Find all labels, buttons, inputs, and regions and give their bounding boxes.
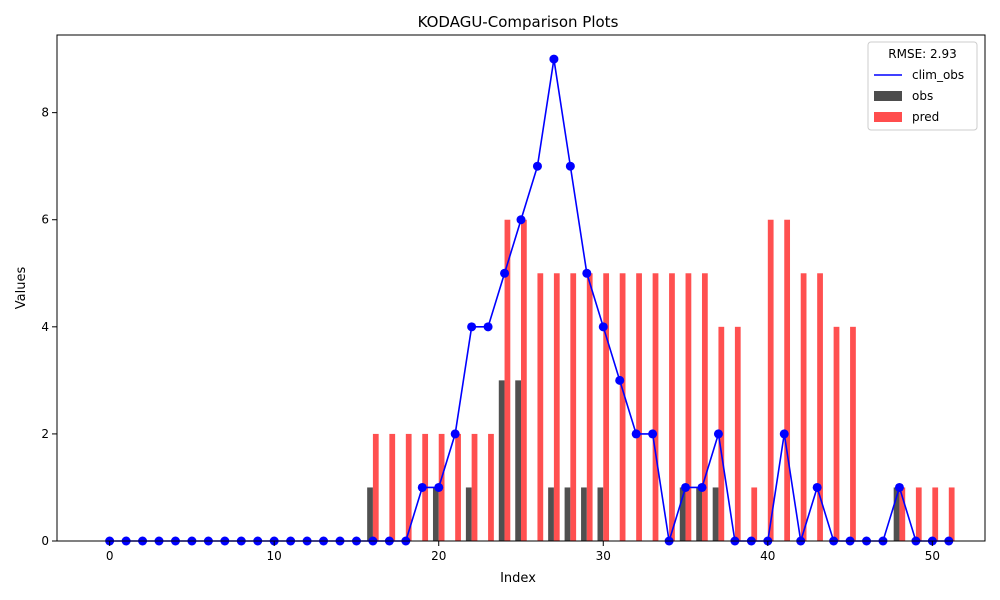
pred-bar (471, 433, 478, 541)
pred-bar (899, 487, 906, 541)
pred-bar (488, 433, 494, 541)
obs-bar (498, 380, 505, 541)
clim_obs-point (648, 429, 658, 439)
legend-swatch-pred (874, 112, 902, 122)
pred-bar (504, 219, 511, 542)
clim_obs-point (681, 482, 691, 492)
obs-bar (367, 487, 373, 541)
clim_obs-point (582, 268, 592, 278)
clim_obs-point (615, 375, 625, 385)
pred-bar (586, 273, 593, 541)
obs-bar (893, 487, 900, 541)
plot-frame (56, 34, 986, 542)
clim_obs-point (434, 482, 444, 492)
pred-bar (455, 433, 461, 541)
x-tick-label: 0 (106, 549, 114, 563)
y-tick-label: 4 (41, 320, 49, 334)
y-tick-label: 0 (41, 534, 49, 548)
x-tick-label: 40 (760, 549, 775, 563)
clim_obs-point (697, 482, 707, 492)
pred-bar (553, 273, 560, 541)
obs-bar (548, 487, 554, 541)
pred-bar (652, 273, 659, 541)
clim_obs-point (467, 322, 477, 332)
pred-bar (603, 273, 610, 541)
legend-title: RMSE: 2.93 (888, 47, 956, 61)
clim_obs-point (631, 429, 641, 439)
x-tick-label: 20 (431, 549, 446, 563)
chart-title: KODAGU-Comparison Plots (418, 13, 619, 31)
clim_obs-point (500, 268, 510, 278)
pred-bar (767, 219, 774, 542)
pred-bar (685, 273, 692, 541)
obs-bar (564, 487, 571, 541)
pred-bar (833, 326, 840, 541)
clim_obs-point (417, 482, 427, 492)
x-axis-label: Index (500, 571, 536, 586)
y-tick-label: 6 (41, 213, 49, 227)
legend-label-obs: obs (912, 89, 933, 103)
pred-bar (932, 487, 939, 541)
obs-bar (432, 487, 439, 541)
clim_obs-point (516, 215, 526, 225)
clim_obs-point (532, 161, 542, 171)
y-tick-label: 8 (41, 106, 49, 120)
pred-bar (948, 487, 955, 541)
clim_obs-point (483, 322, 493, 332)
clim_obs-point (598, 322, 608, 332)
legend-label-pred: pred (912, 110, 939, 124)
obs-bar (597, 487, 604, 541)
pred-bar (521, 219, 527, 542)
x-tick-label: 10 (267, 549, 282, 563)
pred-bar (619, 273, 626, 541)
pred-bar (669, 273, 675, 541)
pred-bar (784, 219, 791, 542)
clim_obs-point (812, 482, 822, 492)
clim_obs-point (894, 482, 904, 492)
obs-bar (679, 487, 686, 541)
pred-bar (636, 273, 642, 541)
obs-bar (712, 487, 719, 541)
clim_obs-point (713, 429, 723, 439)
pred-bar (850, 326, 856, 541)
legend-swatch-obs (874, 91, 902, 101)
obs-bar (515, 380, 521, 541)
legend-frame (867, 41, 978, 131)
clim_obs-point (565, 161, 575, 171)
clim_obs-point (450, 429, 460, 439)
legend-label-clim_obs: clim_obs (912, 68, 964, 82)
obs-bar (696, 487, 702, 541)
pred-bar (537, 273, 544, 541)
y-tick-label: 2 (41, 427, 49, 441)
obs-bar (581, 487, 587, 541)
pred-bar (389, 433, 396, 541)
pred-bar (751, 487, 758, 541)
pred-bar (734, 326, 741, 541)
x-tick-label: 50 (925, 549, 940, 563)
pred-bar (570, 273, 577, 541)
pred-bar (800, 273, 807, 541)
clim_obs-point (549, 54, 559, 64)
y-axis-label: Values (14, 267, 29, 310)
x-tick-label: 30 (596, 549, 611, 563)
pred-bar (915, 487, 922, 541)
pred-bar (405, 433, 412, 541)
pred-bar (701, 273, 708, 541)
obs-bar (465, 487, 472, 541)
plot-area: 0 10 20 30 40 50 0 2 4 6 8 (41, 34, 986, 563)
pred-bar (817, 273, 823, 541)
clim_obs-point (779, 429, 789, 439)
pred-bar (372, 433, 379, 541)
